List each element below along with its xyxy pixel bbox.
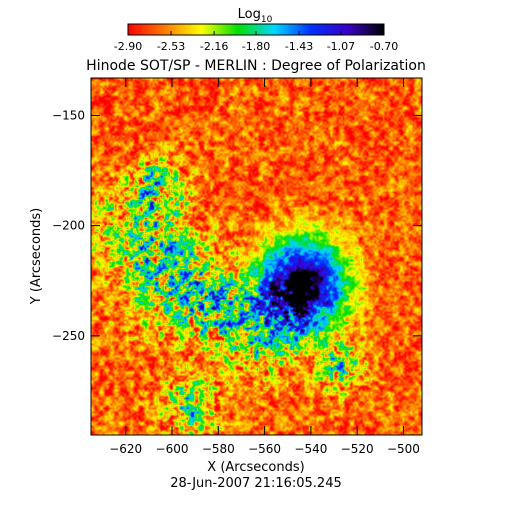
colorbar-label: Log10 [238,7,273,25]
plot-frame [90,77,423,436]
y-tick-label: −250 [52,329,85,343]
y-tick-label: −150 [52,108,85,122]
x-tick-label: −520 [341,442,374,456]
colorbar-tick-label: -2.90 [114,40,142,53]
colorbar-tick-label: -0.70 [370,40,398,53]
colorbar-tick-label: -1.43 [285,40,313,53]
x-tick-label: −580 [202,442,235,456]
colorbar-tick-label: -2.16 [200,40,228,53]
colorbar-tick-label: -1.80 [242,40,270,53]
colorbar-tick-label: -1.07 [327,40,355,53]
x-tick-label: −620 [109,442,142,456]
colorbar: Log10 -2.90 -2.53 -2.16 -1.80 -1.43 -1.07 -0.7… [114,7,398,53]
y-axis: −150 −200 −250 [52,108,422,343]
y-axis-label: Y (Arcseconds) [29,208,44,305]
timestamp: 28-Jun-2007 21:16:05.245 [170,476,342,491]
x-tick-label: −540 [294,442,327,456]
x-axis: −620 −600 −580 −560 −540 −520 −500 [109,78,420,456]
colorbar-tick-label: -2.53 [157,40,185,53]
x-tick-label: −600 [156,442,189,456]
heatmap-image [91,78,422,435]
chart-title: Hinode SOT/SP - MERLIN : Degree of Polar… [86,58,426,74]
x-tick-label: −560 [248,442,281,456]
y-tick-label: −200 [52,219,85,233]
x-tick-label: −500 [387,442,420,456]
x-axis-label: X (Arcseconds) [207,460,304,475]
colorbar-ticks: -2.90 -2.53 -2.16 -1.80 -1.43 -1.07 -0.70 [114,31,398,53]
